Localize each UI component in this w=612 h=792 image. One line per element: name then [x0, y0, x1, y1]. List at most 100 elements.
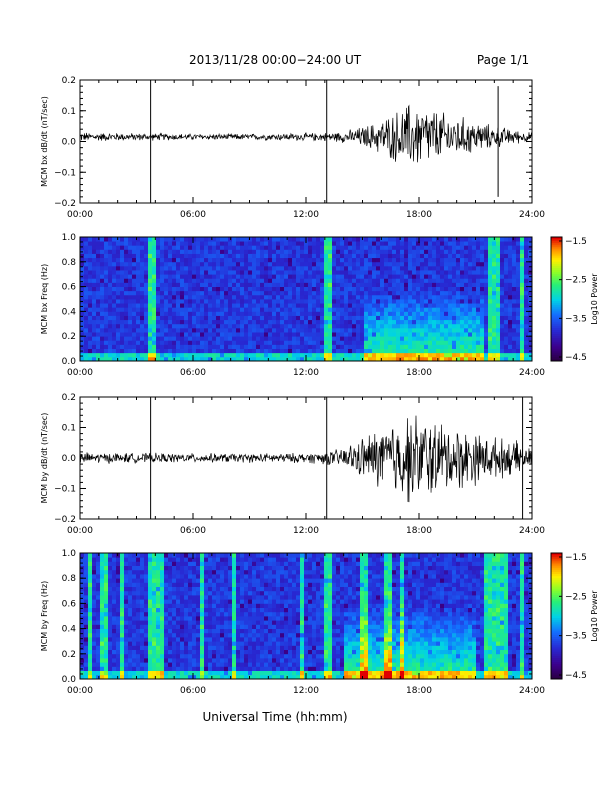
spectrogram-cell — [420, 294, 425, 300]
spectrogram-cell — [116, 674, 121, 680]
spectrogram-cell — [348, 319, 353, 325]
spectrogram-cell — [316, 274, 321, 279]
spectrogram-cell — [84, 270, 89, 275]
spectrogram-cell — [104, 261, 109, 267]
spectrogram-cell — [244, 249, 249, 254]
spectrogram-cell — [280, 336, 285, 341]
spectrogram-cell — [292, 323, 297, 329]
spectrogram-cell — [296, 352, 301, 358]
spectrogram-cell — [92, 599, 97, 604]
spectrogram-cell — [108, 356, 113, 362]
spectrogram-cell — [112, 666, 117, 671]
spectrogram-cell — [116, 327, 121, 333]
spectrogram-cell — [232, 315, 237, 321]
spectrogram-cell — [188, 569, 193, 575]
spectrogram-cell — [156, 257, 161, 263]
spectrogram-cell — [384, 307, 389, 312]
spectrogram-cell — [376, 257, 381, 263]
spectrogram-cell — [84, 352, 89, 358]
spectrogram-cell — [348, 274, 353, 279]
spectrogram-cell — [344, 336, 349, 341]
spectrogram-cell — [396, 352, 401, 358]
spectrogram-cell — [432, 237, 437, 242]
spectrogram-cell — [108, 303, 113, 308]
spectrogram-cell — [328, 315, 333, 321]
spectrogram-cell — [104, 653, 109, 659]
spectrogram-cell — [124, 327, 129, 333]
spectrogram-cell — [396, 286, 401, 292]
spectrogram-cell — [116, 557, 121, 562]
spectrogram-cell — [404, 241, 409, 246]
spectrogram-cell — [100, 340, 105, 345]
spectrogram-cell — [520, 270, 525, 275]
spectrogram-cell — [448, 344, 453, 349]
spectrogram-cell — [236, 319, 241, 325]
spectrogram-cell — [488, 332, 493, 337]
spectrogram-cell — [116, 632, 121, 638]
spectrogram-cell — [448, 286, 453, 292]
spectrogram-cell — [384, 332, 389, 337]
spectrogram-cell — [132, 578, 137, 583]
spectrogram-cell — [88, 356, 93, 362]
spectrogram-cell — [160, 307, 165, 312]
spectrogram-cell — [204, 286, 209, 292]
spectrogram-cell — [312, 319, 317, 325]
spectrogram-cell — [376, 282, 381, 287]
spectrogram-cell — [340, 311, 345, 316]
spectrogram-cell — [184, 637, 189, 642]
spectrogram-cell — [260, 332, 265, 337]
spectrogram-cell — [160, 599, 165, 604]
spectrogram-cell — [224, 628, 229, 634]
spectrogram-cell — [360, 278, 365, 283]
spectrogram-cell — [100, 607, 105, 613]
spectrogram-cell — [360, 241, 365, 246]
spectrogram-cell — [136, 340, 141, 345]
spectrogram-cell — [472, 311, 477, 316]
spectrogram-cell — [316, 344, 321, 349]
spectrogram-cell — [516, 270, 521, 275]
spectrogram-cell — [340, 286, 345, 292]
spectrogram-cell — [128, 270, 133, 275]
spectrogram-cell — [304, 290, 309, 296]
spectrogram-cell — [200, 265, 205, 271]
spectrogram-cell — [116, 565, 121, 571]
spectrogram-cell — [276, 286, 281, 292]
spectrogram-cell — [352, 257, 357, 263]
spectrogram-cell — [92, 557, 97, 562]
spectrogram-cell — [332, 265, 337, 271]
spectrogram-cell — [196, 632, 201, 638]
spectrogram-cell — [372, 270, 377, 275]
spectrogram-cell — [196, 561, 201, 566]
spectrogram-cell — [104, 352, 109, 358]
spectrogram-cell — [476, 282, 481, 287]
spectrogram-cell — [252, 245, 257, 250]
spectrogram-cell — [116, 332, 121, 337]
spectrogram-cell — [236, 282, 241, 287]
spectrogram-cell — [224, 241, 229, 246]
spectrogram-cell — [144, 265, 149, 271]
spectrogram-cell — [120, 307, 125, 312]
spectrogram-cell — [80, 315, 85, 321]
spectrogram-cell — [516, 294, 521, 300]
spectrogram-cell — [324, 249, 329, 254]
spectrogram-cell — [336, 253, 341, 259]
spectrogram-cell — [84, 649, 89, 655]
spectrogram-cell — [216, 662, 221, 667]
spectrogram-cell — [520, 344, 525, 349]
spectrogram-cell — [224, 332, 229, 337]
spectrogram-cell — [508, 319, 513, 325]
spectrogram-cell — [412, 327, 417, 333]
spectrogram-cell — [260, 261, 265, 267]
spectrogram-cell — [360, 352, 365, 358]
spectrogram-cell — [284, 245, 289, 250]
spectrogram-cell — [132, 607, 137, 613]
spectrogram-cell — [196, 332, 201, 337]
spectrogram-cell — [200, 674, 205, 680]
spectrogram-cell — [156, 670, 161, 676]
spectrogram-cell — [160, 658, 165, 663]
spectrogram-cell — [156, 666, 161, 671]
spectrogram-cell — [476, 278, 481, 283]
spectrogram-cell — [332, 344, 337, 349]
spectrogram-cell — [300, 344, 305, 349]
spectrogram-cell — [324, 261, 329, 267]
